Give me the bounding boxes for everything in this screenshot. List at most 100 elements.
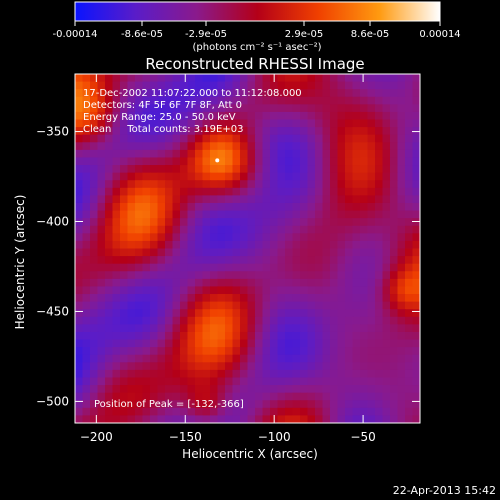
heatmap-cell [105,89,114,98]
heatmap-cell [82,256,91,265]
heatmap-cell [232,248,241,257]
heatmap-cell [360,407,369,417]
heatmap-cell [210,309,219,318]
heatmap-cell [232,172,241,181]
heatmap-cell [360,331,369,341]
heatmap-cell [120,127,129,136]
heatmap-cell [367,172,376,181]
heatmap-cell [390,331,399,341]
heatmap-cell [210,127,219,136]
heatmap-cell [75,309,84,318]
heatmap-cell [142,157,151,166]
heatmap-cell [397,127,406,136]
heatmap-cell [202,74,211,83]
heatmap-cell [375,385,384,394]
heatmap-cell [150,377,159,386]
heatmap-cell [255,104,264,113]
heatmap-cell [307,172,316,181]
heatmap-cell [262,172,271,181]
heatmap-cell [307,195,316,204]
heatmap-cell [112,202,121,212]
heatmap-cell [120,165,129,174]
heatmap-cell [210,354,219,363]
heatmap-cell [285,400,294,409]
heatmap-cell [150,294,159,303]
heatmap-cell [82,385,91,394]
heatmap-cell [390,180,399,189]
heatmap-cell [247,74,256,83]
heatmap-cell [285,240,294,250]
heatmap-cell [397,172,406,181]
heatmap-cell [142,218,151,227]
heatmap-cell [202,263,211,272]
heatmap-cell [142,377,151,386]
heatmap-cell [105,362,114,371]
heatmap-cell [187,111,196,121]
heatmap-cell [180,415,189,423]
heatmap-cell [300,172,309,181]
heatmap-cell [382,180,391,189]
heatmap-cell [225,104,234,113]
heatmap-cell [240,347,249,356]
heatmap-cell [405,165,414,174]
heatmap-cell [165,369,174,379]
heatmap-cell [330,263,339,272]
heatmap-cell [120,210,129,219]
heatmap-cell [300,294,309,303]
heatmap-cell [187,89,196,98]
heatmap-cell [307,309,316,318]
heatmap-cell [202,180,211,189]
heatmap-cell [210,316,219,325]
heatmap-cell [277,134,286,143]
heatmap-cell [322,377,331,386]
heatmap-cell [105,104,114,113]
heatmap-cell [202,111,211,121]
heatmap-cell [90,134,99,143]
heatmap-cell [367,347,376,356]
heatmap-cell [240,89,249,98]
heatmap-cell [217,233,226,242]
heatmap-cell [285,119,294,128]
colorbar-tick-label: -0.00014 [53,29,98,40]
heatmap-cell [397,347,406,356]
heatmap-cell [307,271,316,280]
heatmap-cell [397,225,406,234]
heatmap-cell [82,407,91,417]
heatmap-cell [322,127,331,136]
heatmap-cell [97,369,106,379]
heatmap-cell [165,89,174,98]
heatmap-cell [292,180,301,189]
heatmap-cell [187,263,196,272]
heatmap-cell [262,233,271,242]
heatmap-cell [345,286,354,295]
heatmap-cell [225,127,234,136]
heatmap-cell [255,127,264,136]
heatmap-cell [285,415,294,423]
heatmap-cell [240,127,249,136]
heatmap-cell [97,142,106,151]
heatmap-cell [292,369,301,379]
heatmap-cell [105,111,114,121]
heatmap-cell [112,369,121,379]
heatmap-cell [217,165,226,174]
heatmap-cell [255,400,264,409]
heatmap-cell [390,210,399,219]
heatmap-cell [142,385,151,394]
heatmap-cell [97,339,106,348]
heatmap-cell [330,240,339,250]
heatmap-cell [120,415,129,423]
heatmap-cell [255,157,264,166]
heatmap-cell [165,74,174,83]
heatmap-cell [262,210,271,219]
heatmap-cell [262,309,271,318]
heatmap-cell [277,81,286,90]
heatmap-cell [255,172,264,181]
heatmap-cell [345,195,354,204]
heatmap-cell [277,294,286,303]
heatmap-cell [97,104,106,113]
heatmap-cell [202,339,211,348]
heatmap-cell [285,271,294,280]
heatmap-cell [210,89,219,98]
heatmap-cell [195,392,204,401]
heatmap-cell [285,104,294,113]
